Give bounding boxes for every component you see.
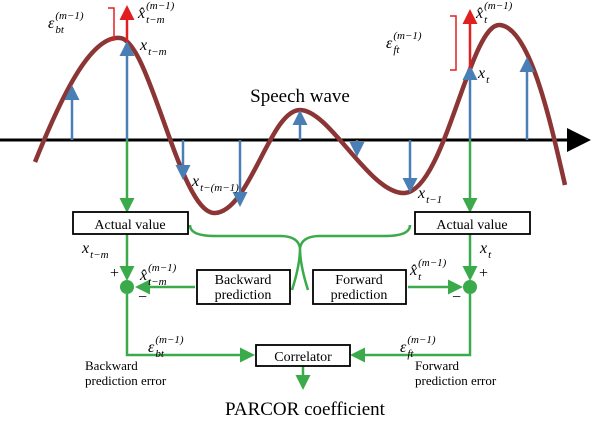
math-text: ft bbox=[393, 44, 400, 56]
output-label: PARCOR coefficient bbox=[225, 399, 386, 420]
box bbox=[72, 211, 189, 235]
math-text: t bbox=[484, 14, 488, 26]
box-label: Actual value bbox=[94, 218, 165, 233]
math-text: (m−1) bbox=[155, 334, 184, 346]
math-text: (m−1) bbox=[55, 10, 84, 22]
box-label: prediction bbox=[331, 288, 388, 303]
box-label: Backward bbox=[215, 273, 272, 288]
math-text: x bbox=[417, 185, 425, 202]
math-text: x bbox=[191, 173, 199, 190]
math-text: x bbox=[139, 37, 147, 54]
box-label: Correlator bbox=[274, 350, 332, 365]
math-text: t−1 bbox=[426, 194, 442, 206]
math-text: x̂ bbox=[475, 5, 483, 22]
math-text: (m−1) bbox=[148, 262, 177, 274]
sign: − bbox=[452, 289, 461, 306]
math-text: t−(m−1) bbox=[200, 182, 239, 194]
box-label: prediction bbox=[215, 288, 272, 303]
box-label: Actual value bbox=[436, 218, 507, 233]
math-text: bt bbox=[155, 348, 165, 360]
math-text: (m−1) bbox=[407, 334, 436, 346]
math-text: x̂ bbox=[137, 5, 145, 22]
sign: − bbox=[138, 289, 147, 306]
error-label: prediction error bbox=[85, 373, 167, 388]
math-labels: ε bt(m−1) x̂ t−m(m−1)x t−mx̂ t(m−1)ε ft(m−1)x t… bbox=[48, 0, 513, 360]
math-text: ε bbox=[386, 35, 393, 52]
math-text: t bbox=[418, 271, 422, 283]
math-text: t bbox=[488, 249, 492, 261]
math-text: t−m bbox=[148, 46, 166, 58]
sign: + bbox=[479, 265, 488, 282]
math-text: (m−1) bbox=[418, 257, 447, 269]
math-text: x bbox=[477, 65, 485, 82]
samples bbox=[64, 41, 535, 207]
math-text: x̂ bbox=[139, 267, 147, 284]
error-label: prediction error bbox=[415, 373, 497, 388]
sign: + bbox=[110, 265, 119, 282]
math-text: ε bbox=[148, 339, 155, 356]
box-label: Forward bbox=[335, 273, 382, 288]
box bbox=[255, 344, 351, 367]
box bbox=[196, 269, 291, 305]
math-text: t−m bbox=[146, 14, 164, 26]
math-text: t−m bbox=[148, 276, 166, 288]
math-text: (m−1) bbox=[393, 30, 422, 42]
math-text: t bbox=[486, 74, 490, 86]
math-text: (m−1) bbox=[146, 0, 175, 12]
math-text: ε bbox=[48, 15, 55, 32]
math-text: t−m bbox=[90, 249, 108, 261]
math-text: (m−1) bbox=[484, 0, 513, 12]
box bbox=[312, 269, 407, 305]
math-text: x bbox=[81, 240, 89, 257]
math-text: x bbox=[479, 240, 487, 257]
error-label: Forward bbox=[415, 358, 460, 373]
math-text: ft bbox=[407, 348, 414, 360]
math-text: bt bbox=[55, 24, 65, 36]
math-text: ε bbox=[400, 339, 407, 356]
math-text: x̂ bbox=[409, 262, 417, 279]
box bbox=[414, 211, 531, 235]
title: Speech wave bbox=[250, 86, 350, 107]
error-label: Backward bbox=[85, 358, 138, 373]
flow-lines bbox=[119, 140, 478, 390]
predictions bbox=[108, 5, 478, 71]
